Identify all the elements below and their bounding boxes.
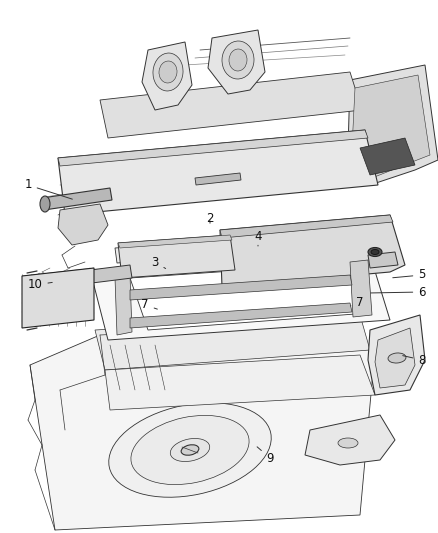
Text: 9: 9: [257, 447, 274, 464]
Polygon shape: [130, 303, 352, 328]
Text: 2: 2: [206, 212, 214, 224]
Polygon shape: [130, 275, 352, 300]
Ellipse shape: [170, 439, 210, 462]
Text: 7: 7: [141, 298, 157, 311]
Polygon shape: [90, 265, 132, 283]
Polygon shape: [305, 415, 395, 465]
Text: 10: 10: [28, 279, 52, 292]
Ellipse shape: [222, 41, 254, 79]
Text: 5: 5: [393, 269, 426, 281]
Polygon shape: [30, 330, 375, 530]
Ellipse shape: [388, 353, 406, 363]
Text: 8: 8: [403, 353, 426, 367]
Polygon shape: [42, 188, 112, 210]
Polygon shape: [95, 315, 370, 370]
Ellipse shape: [131, 415, 249, 484]
Ellipse shape: [371, 249, 379, 254]
Polygon shape: [195, 173, 241, 185]
Polygon shape: [58, 204, 108, 245]
Polygon shape: [115, 275, 132, 335]
Polygon shape: [22, 268, 94, 328]
Polygon shape: [220, 215, 393, 238]
Ellipse shape: [229, 49, 247, 71]
Polygon shape: [375, 328, 415, 388]
Polygon shape: [115, 240, 233, 263]
Polygon shape: [90, 255, 390, 340]
Polygon shape: [348, 65, 438, 185]
Ellipse shape: [153, 53, 183, 91]
Polygon shape: [220, 215, 405, 287]
Polygon shape: [58, 130, 378, 215]
Text: 4: 4: [254, 230, 262, 246]
Ellipse shape: [159, 61, 177, 83]
Ellipse shape: [368, 247, 382, 256]
Polygon shape: [142, 42, 192, 110]
Polygon shape: [352, 75, 430, 178]
Polygon shape: [350, 260, 372, 317]
Polygon shape: [58, 130, 368, 166]
Ellipse shape: [40, 196, 50, 212]
Polygon shape: [100, 72, 362, 138]
Polygon shape: [130, 233, 372, 253]
Polygon shape: [130, 263, 368, 330]
Text: 3: 3: [151, 255, 166, 269]
Polygon shape: [208, 30, 265, 94]
Text: 7: 7: [350, 295, 364, 309]
Polygon shape: [118, 235, 235, 278]
Text: 6: 6: [371, 286, 426, 298]
Ellipse shape: [109, 403, 271, 497]
Polygon shape: [368, 252, 398, 268]
Polygon shape: [118, 235, 232, 248]
Polygon shape: [360, 138, 415, 175]
Text: 1: 1: [24, 179, 72, 199]
Polygon shape: [105, 355, 375, 410]
Polygon shape: [368, 315, 425, 395]
Polygon shape: [130, 233, 390, 276]
Ellipse shape: [181, 445, 199, 455]
Ellipse shape: [338, 438, 358, 448]
